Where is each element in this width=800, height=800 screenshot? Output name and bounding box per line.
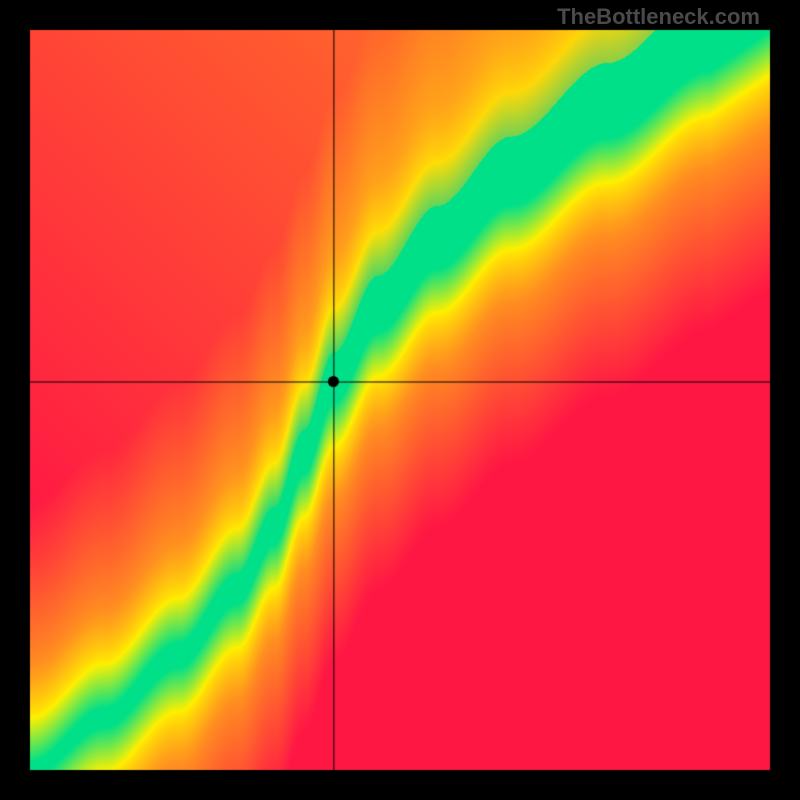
bottleneck-heatmap	[0, 0, 800, 800]
chart-container: TheBottleneck.com	[0, 0, 800, 800]
watermark-text: TheBottleneck.com	[557, 4, 760, 30]
